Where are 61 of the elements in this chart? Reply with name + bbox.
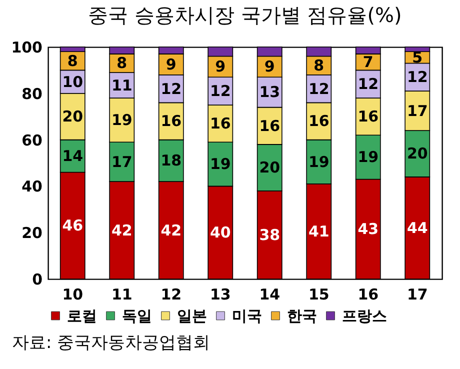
data-label: 19: [210, 155, 231, 174]
data-label: 12: [160, 80, 182, 98]
x-tick-label: 12: [160, 286, 182, 304]
data-label: 7: [362, 53, 374, 72]
legend-label: 독일: [122, 306, 152, 325]
data-label: 42: [111, 221, 132, 240]
data-label: 17: [111, 152, 132, 171]
x-tick-label: 16: [358, 286, 379, 304]
y-tick-label: 20: [22, 224, 42, 242]
data-label: 19: [308, 152, 330, 171]
data-label: 20: [406, 144, 428, 163]
y-tick-label: 40: [22, 178, 42, 196]
data-label: 12: [358, 75, 379, 94]
data-label: 16: [210, 114, 231, 133]
data-label: 12: [308, 80, 330, 98]
data-label: 16: [160, 112, 182, 130]
data-label: 44: [406, 218, 428, 237]
legend-label: 한국: [287, 306, 317, 325]
legend-label: 프랑스: [342, 306, 387, 325]
data-label: 40: [210, 224, 231, 242]
data-label: 19: [111, 111, 132, 130]
data-label: 14: [62, 147, 84, 166]
data-label: 9: [215, 58, 226, 76]
data-label: 19: [358, 148, 379, 166]
data-label: 38: [259, 226, 280, 244]
y-tick-label: 100: [11, 38, 42, 56]
data-label: 13: [259, 83, 280, 102]
legend-label: 로컬: [67, 306, 97, 325]
data-label: 12: [406, 68, 428, 86]
x-tick-label: 11: [111, 286, 132, 304]
data-label: 9: [166, 55, 176, 74]
y-tick-label: 0: [32, 270, 42, 288]
data-label: 11: [111, 76, 132, 94]
x-tick-label: 14: [259, 286, 280, 304]
data-label: 17: [406, 102, 428, 120]
chart-title: 중국 승용차시장 국가별 점유율(%): [88, 3, 402, 27]
data-label: 9: [264, 58, 275, 76]
data-label: 8: [67, 52, 78, 70]
data-label: 12: [210, 82, 231, 100]
data-label: 43: [358, 220, 379, 238]
x-tick-label: 10: [62, 286, 84, 304]
y-tick-label: 60: [22, 131, 42, 150]
data-label: 18: [160, 152, 182, 170]
data-label: 46: [62, 216, 84, 235]
legend-label: 일본: [177, 306, 207, 325]
x-tick-label: 17: [406, 286, 428, 304]
text: 자료: 중국자동차공업협회: [12, 332, 212, 355]
data-label: 10: [62, 72, 84, 91]
y-tick-label: 80: [22, 84, 42, 103]
x-tick-label: 13: [210, 286, 231, 304]
data-label: 20: [259, 158, 280, 177]
data-label: 41: [308, 222, 330, 240]
data-label: 16: [358, 108, 379, 126]
data-label: 16: [259, 116, 280, 135]
data-label: 16: [308, 112, 330, 130]
data-label: 8: [116, 54, 128, 72]
x-tick-label: 15: [308, 286, 330, 304]
data-label: 42: [160, 221, 182, 240]
data-label: 20: [62, 108, 84, 126]
legend-label: 미국: [232, 306, 262, 325]
data-label: 8: [314, 56, 324, 75]
